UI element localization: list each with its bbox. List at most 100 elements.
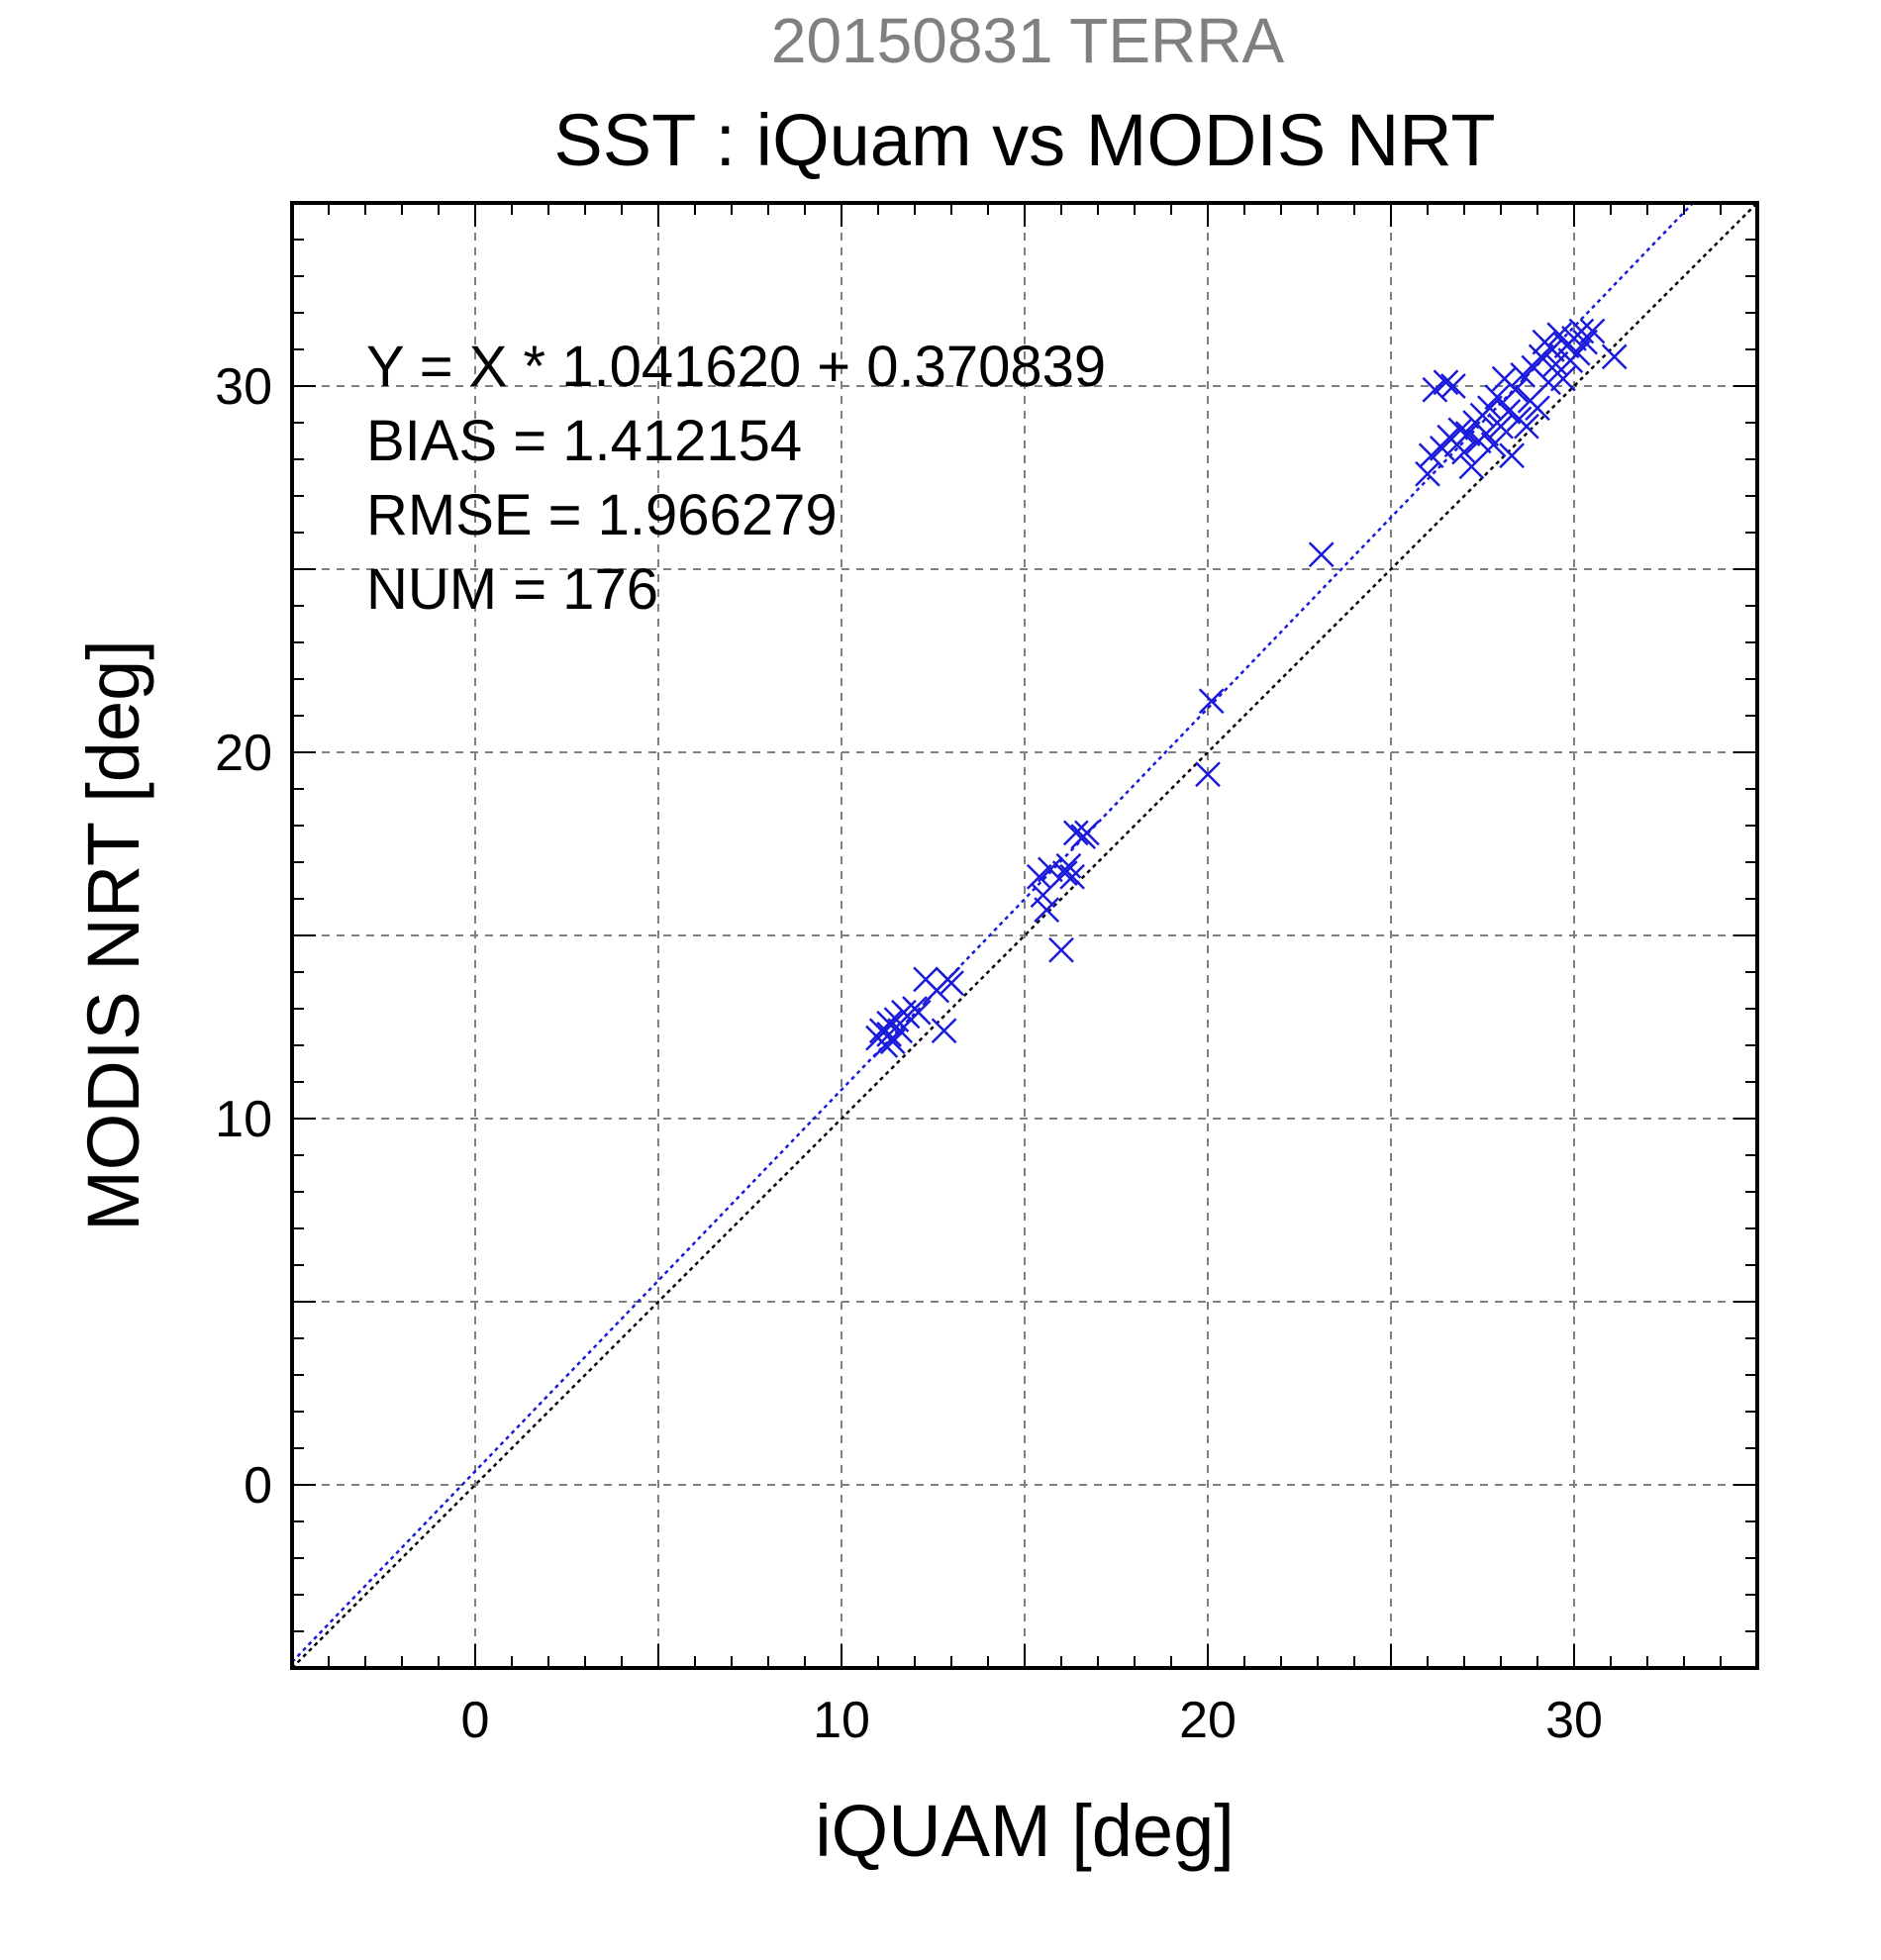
data-point (1034, 897, 1060, 923)
data-point-stroke (1484, 384, 1511, 410)
data-point (1564, 340, 1591, 366)
data-point (1415, 460, 1440, 487)
data-point (1484, 384, 1511, 410)
data-point (1059, 863, 1085, 890)
data-point-stroke (1542, 350, 1569, 377)
x-tick-label: 0 (461, 1692, 490, 1749)
data-point-stroke (1502, 376, 1529, 403)
stats-bias: BIAS = 1.412154 (366, 409, 802, 473)
data-point (1579, 318, 1606, 344)
data-point (879, 1029, 906, 1055)
y-tick-label: 30 (215, 358, 272, 416)
data-point-stroke (1488, 413, 1514, 440)
data-point (1048, 936, 1074, 963)
data-point-stroke (905, 999, 932, 1026)
data-point-stroke (1499, 442, 1525, 469)
data-point-stroke (1528, 343, 1554, 370)
data-point (1502, 376, 1529, 403)
stats-rmse: RMSE = 1.966279 (366, 483, 838, 547)
data-point (1440, 373, 1466, 399)
scatter-points (865, 318, 1628, 1058)
data-point-stroke (1051, 860, 1078, 886)
data-point (1538, 337, 1565, 362)
data-point-stroke (931, 1018, 957, 1044)
stats-regression: Y = X * 1.041620 + 0.370839 (366, 335, 1106, 399)
data-point (1030, 882, 1056, 909)
data-point-stroke (1440, 373, 1466, 399)
data-point-stroke (1451, 439, 1477, 465)
data-point-stroke (1074, 820, 1100, 846)
data-point-stroke (1458, 453, 1485, 480)
data-point-stroke (1473, 421, 1500, 446)
data-point-stroke (1048, 936, 1074, 963)
data-point (1074, 820, 1100, 846)
x-tick-label: 10 (813, 1692, 870, 1749)
chart-title: SST : iQuam vs MODIS NRT (553, 99, 1495, 181)
x-tick-label: 30 (1545, 1692, 1603, 1749)
data-point-stroke (1495, 399, 1522, 425)
data-point-stroke (1447, 417, 1474, 443)
stats-num: NUM = 176 (366, 557, 658, 622)
data-point-stroke (939, 970, 964, 996)
chart-supertitle: 20150831 TERRA (771, 5, 1285, 76)
data-point (1308, 541, 1335, 568)
data-point-stroke (1062, 820, 1089, 846)
data-point-stroke (1546, 322, 1573, 348)
data-point-stroke (1454, 421, 1481, 446)
data-point-stroke (1525, 395, 1550, 422)
x-axis-label: iQUAM [deg] (815, 1790, 1235, 1872)
data-point (1499, 442, 1525, 469)
stats-box: Y = X * 1.041620 + 0.370839 BIAS = 1.412… (366, 335, 1106, 622)
y-tick-label: 0 (244, 1457, 272, 1515)
data-point-stroke (1195, 761, 1221, 788)
tick-labels: 0 10 20 30 0 10 20 30 (215, 358, 1603, 1749)
data-point-stroke (1480, 432, 1507, 458)
identity-line (291, 202, 1758, 1669)
data-point (1195, 761, 1221, 788)
data-point (1458, 453, 1485, 480)
data-point (905, 999, 932, 1026)
reference-lines (291, 202, 1758, 1669)
x-tick-label: 20 (1179, 1692, 1237, 1749)
data-point (1550, 365, 1576, 392)
data-point (1480, 432, 1507, 458)
data-point-stroke (1579, 318, 1606, 344)
data-point-stroke (1422, 376, 1448, 403)
data-point-stroke (1572, 329, 1598, 355)
data-point-stroke (1550, 365, 1576, 392)
data-point-stroke (1198, 688, 1225, 715)
y-axis-label: MODIS NRT [deg] (72, 639, 154, 1231)
data-point-stroke (1564, 340, 1591, 366)
data-point (1447, 417, 1474, 443)
data-point (1525, 395, 1550, 422)
data-point-stroke (1034, 897, 1060, 923)
data-point-stroke (879, 1029, 906, 1055)
data-point (1198, 688, 1225, 715)
data-point (1051, 860, 1078, 886)
data-point (931, 1018, 957, 1044)
data-point (1535, 369, 1561, 396)
y-tick-label: 10 (215, 1091, 272, 1148)
data-point (1495, 399, 1522, 425)
data-point-stroke (1538, 337, 1565, 362)
data-point (939, 970, 964, 996)
data-point-stroke (1601, 343, 1628, 370)
data-point-stroke (1433, 369, 1459, 396)
data-point (1528, 343, 1554, 370)
data-point-stroke (1030, 882, 1056, 909)
data-point-stroke (1514, 413, 1539, 440)
y-tick-label: 20 (215, 725, 272, 782)
data-point-stroke (1568, 318, 1595, 344)
data-point (1572, 329, 1598, 355)
data-point (1488, 413, 1514, 440)
data-point (1062, 820, 1089, 846)
plot-frame (290, 201, 1759, 1670)
data-point-stroke (1055, 852, 1082, 879)
data-point-stroke (1535, 369, 1561, 396)
data-point (1473, 421, 1500, 446)
data-point (1542, 350, 1569, 377)
data-point (1601, 343, 1628, 370)
data-point-stroke (1059, 863, 1085, 890)
data-point-stroke (1038, 856, 1063, 883)
